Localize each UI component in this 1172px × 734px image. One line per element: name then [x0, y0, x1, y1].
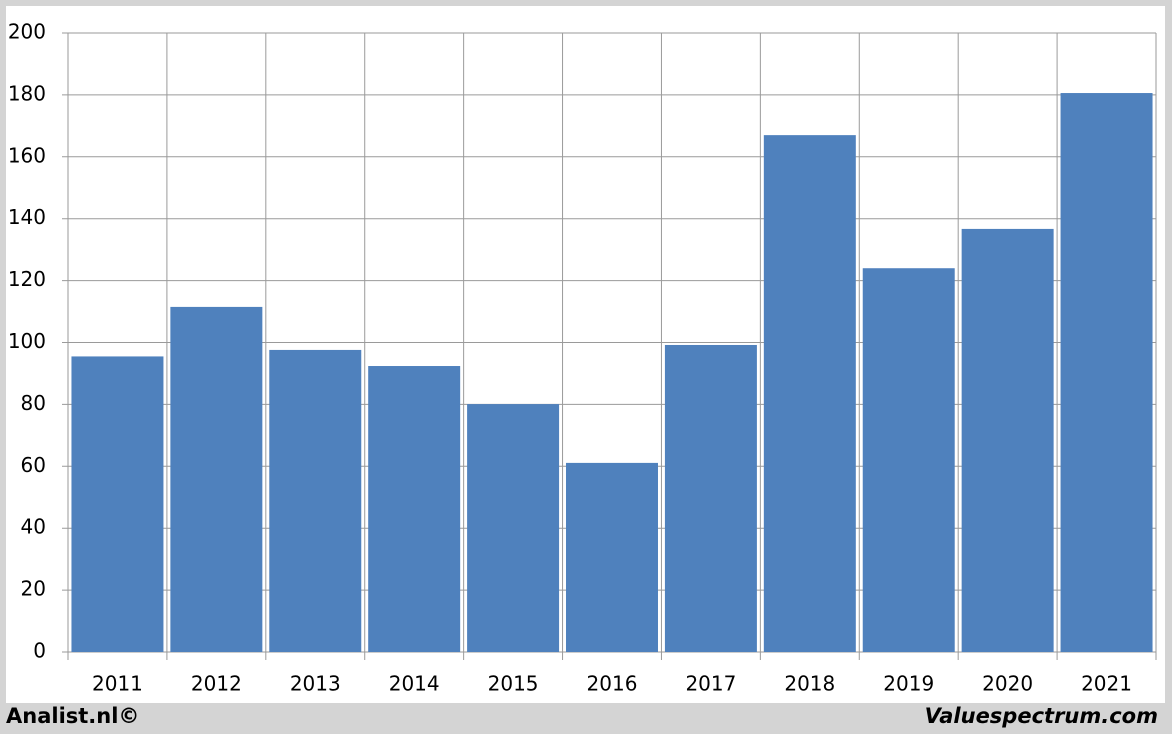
- x-tick-label: 2012: [191, 672, 242, 696]
- y-tick-label: 80: [21, 391, 46, 415]
- y-tick-label: 180: [8, 81, 46, 105]
- y-tick-label: 20: [21, 577, 46, 601]
- bar: [961, 228, 1054, 652]
- footer-right: Valuespectrum.com: [925, 704, 1158, 728]
- bar: [71, 356, 164, 652]
- footer-left: Analist.nl©: [6, 704, 139, 728]
- bar: [368, 366, 461, 652]
- bar: [664, 344, 757, 652]
- y-tick-label: 160: [8, 143, 46, 167]
- y-tick-label: 100: [8, 329, 46, 353]
- y-tick-label: 120: [8, 267, 46, 291]
- x-tick-label: 2019: [883, 672, 934, 696]
- y-tick-label: 200: [8, 20, 46, 44]
- bar: [862, 268, 955, 652]
- x-tick-label: 2014: [389, 672, 440, 696]
- y-tick-label: 40: [21, 515, 46, 539]
- bar: [763, 135, 856, 652]
- bar: [467, 404, 560, 652]
- y-tick-label: 140: [8, 205, 46, 229]
- bar: [269, 349, 362, 652]
- bar: [1060, 93, 1153, 653]
- x-tick-label: 2015: [488, 672, 539, 696]
- y-tick-label: 0: [33, 639, 46, 663]
- y-tick-label: 60: [21, 453, 46, 477]
- x-tick-label: 2021: [1081, 672, 1132, 696]
- x-tick-label: 2016: [587, 672, 638, 696]
- x-tick-label: 2013: [290, 672, 341, 696]
- x-tick-label: 2018: [784, 672, 835, 696]
- x-tick-label: 2020: [982, 672, 1033, 696]
- bar: [170, 306, 263, 652]
- x-tick-label: 2017: [685, 672, 736, 696]
- x-tick-label: 2011: [92, 672, 143, 696]
- bar: [566, 462, 658, 652]
